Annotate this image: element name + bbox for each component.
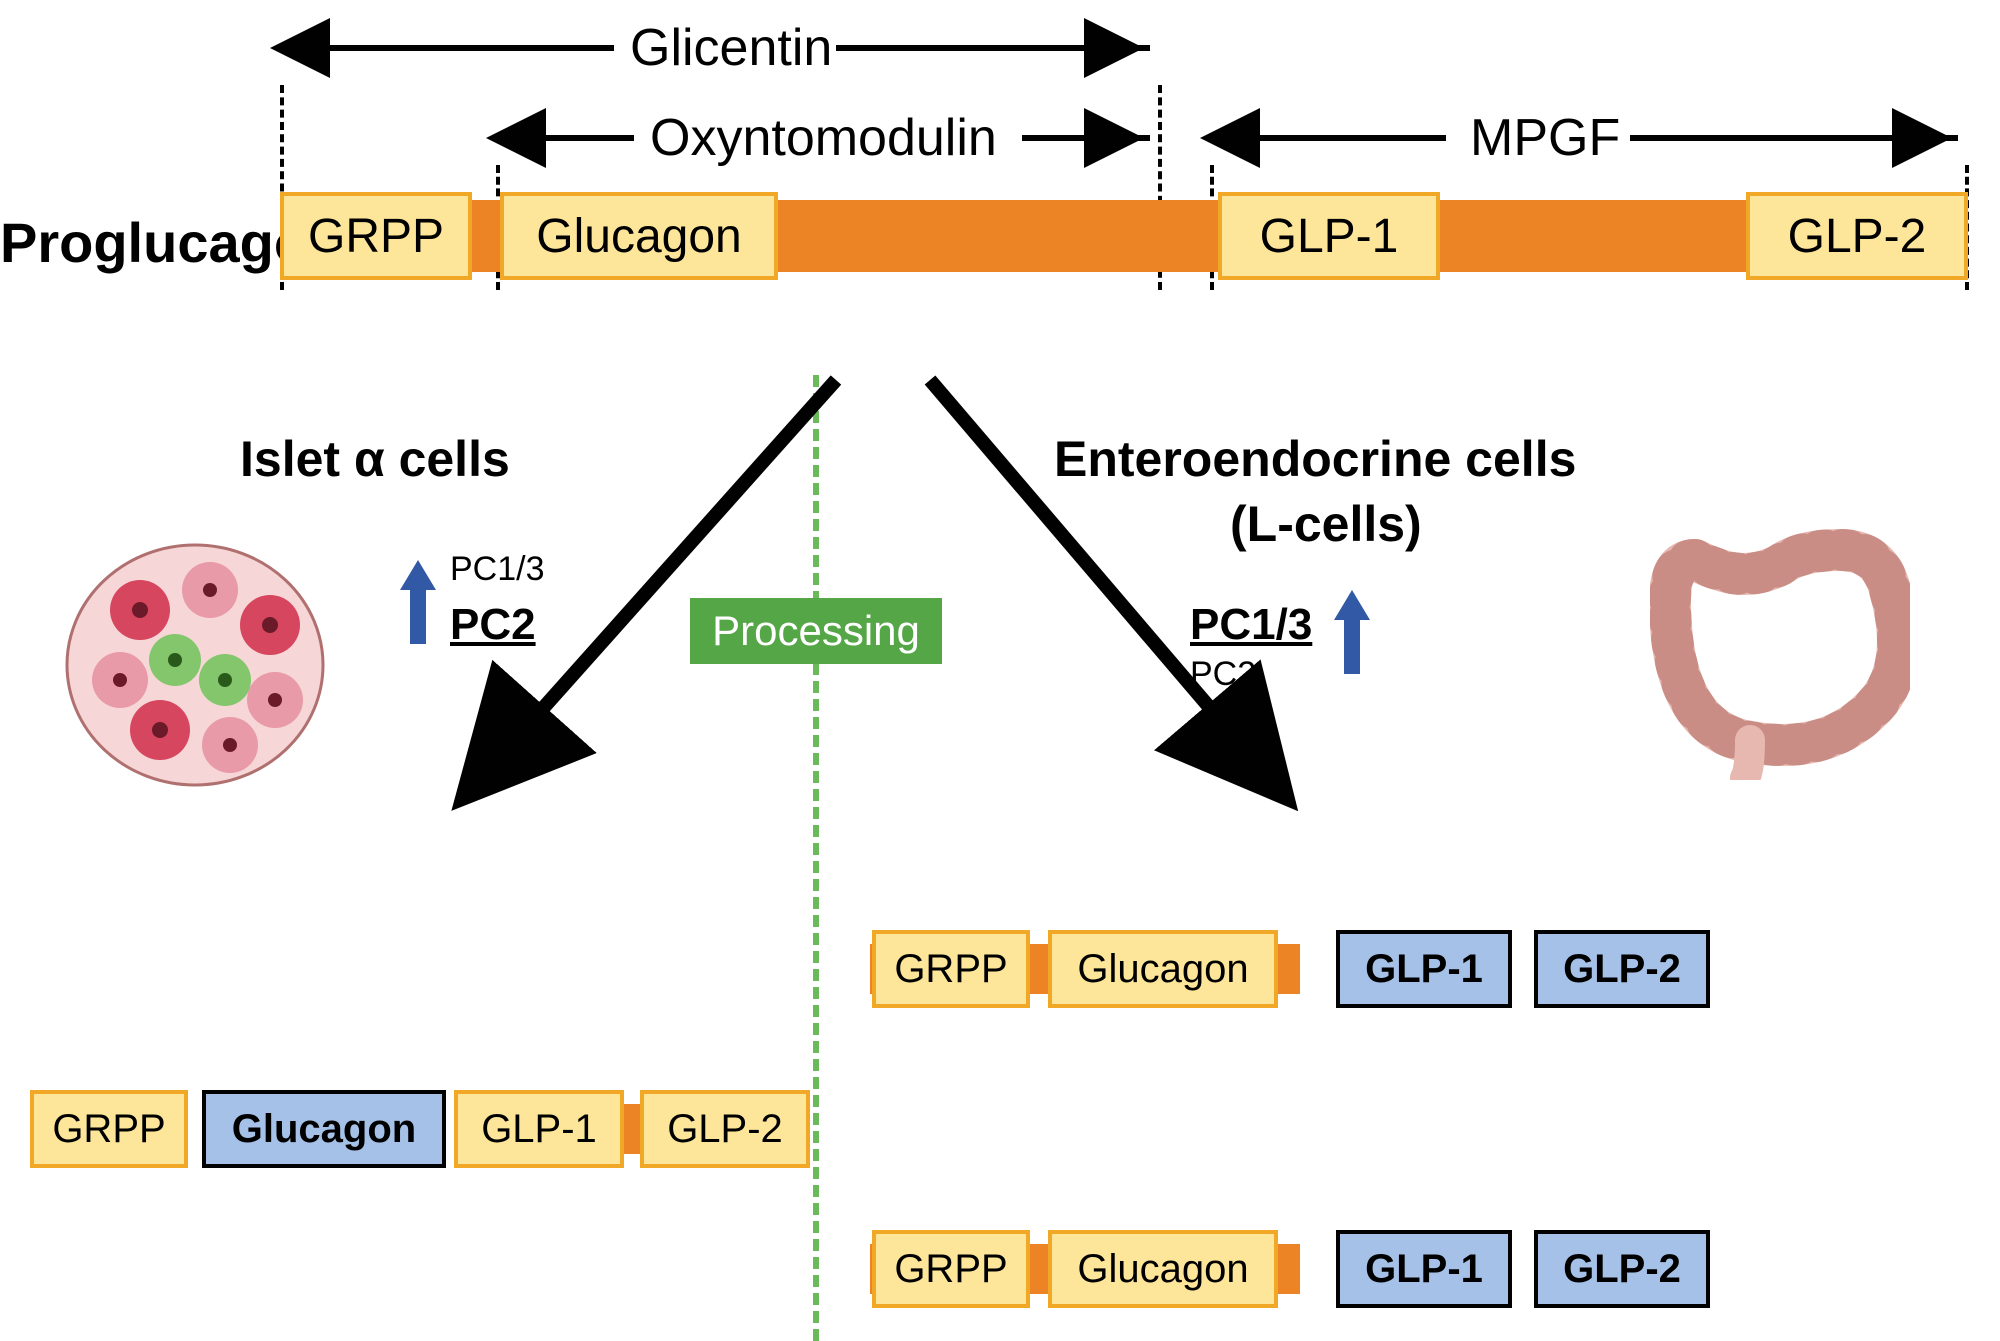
right-r1-glp1: GLP-1	[1336, 930, 1512, 1008]
left-glucagon: Glucagon	[202, 1090, 446, 1168]
right-r1-grpp: GRPP	[872, 930, 1030, 1008]
gut-icon	[1650, 520, 1910, 780]
left-glp1: GLP-1	[454, 1090, 624, 1168]
islet-title: Islet α cells	[240, 430, 510, 488]
right-r1-glp2: GLP-2	[1534, 930, 1710, 1008]
left-grpp: GRPP	[30, 1090, 188, 1168]
left-up-arrow-icon	[400, 560, 436, 644]
right-up-arrow-icon	[1334, 590, 1370, 674]
left-glp2: GLP-2	[640, 1090, 810, 1168]
left-pc2: PC2	[450, 600, 536, 650]
right-r2-grpp: GRPP	[872, 1230, 1030, 1308]
right-r2-glp1: GLP-1	[1336, 1230, 1512, 1308]
islet-icon	[60, 530, 330, 800]
right-pc13: PC1/3	[1190, 600, 1312, 650]
right-pc2: PC2	[1190, 655, 1256, 694]
entero-title-1: Enteroendocrine cells	[1054, 430, 1576, 488]
right-r1-glucagon: Glucagon	[1048, 930, 1278, 1008]
right-r2-glucagon: Glucagon	[1048, 1230, 1278, 1308]
entero-title-2: (L-cells)	[1230, 495, 1422, 553]
right-r2-glp2: GLP-2	[1534, 1230, 1710, 1308]
left-pc13: PC1/3	[450, 550, 545, 589]
